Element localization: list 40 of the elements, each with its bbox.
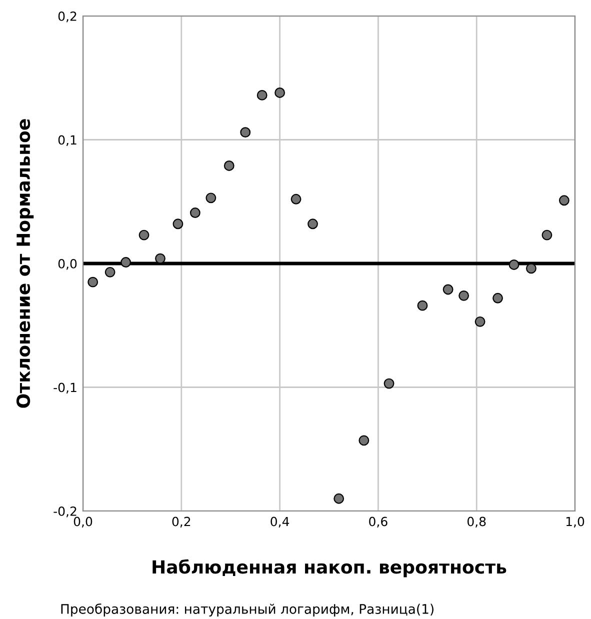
point [206,192,216,204]
point [308,218,318,230]
x-axis-title: Наблюденная накоп. вероятность [152,559,506,578]
y-tick-label: 0,0 [58,258,77,270]
y-tick-label: -0,2 [54,506,76,518]
point [558,195,570,206]
point [190,208,200,218]
point [384,378,394,389]
point [104,266,116,278]
point [224,160,234,171]
point [172,218,184,230]
point [458,290,470,301]
text: Преобразования: натуральный логарифм, Разница(1) [61,604,434,616]
y-tick-label: 0,1 [58,135,76,146]
x-tick-label: 0,4 [270,516,290,528]
point [334,493,344,504]
point [274,88,286,98]
x-tick-label: 0,2 [172,516,190,528]
point [474,316,486,327]
point [240,127,251,138]
y-tick-label: -0,1 [54,382,76,394]
y-axis-title: Отклонение от Нормальное [16,119,34,408]
point [492,292,503,304]
x-tick-label: 1,0 [566,516,584,528]
point [508,260,520,270]
point [526,263,536,274]
point [442,284,454,295]
point [256,90,268,100]
x-tick-label: 0,0 [74,516,92,528]
point [290,194,302,204]
x-tick-label: 0,8 [467,516,486,528]
point [88,276,98,288]
point [155,253,166,264]
point [358,435,370,446]
point [542,230,552,240]
x-tick-label: 0,6 [369,516,388,528]
point [417,300,428,311]
point [138,230,150,240]
y-tick-label: 0,2 [58,11,76,22]
point [120,257,132,268]
